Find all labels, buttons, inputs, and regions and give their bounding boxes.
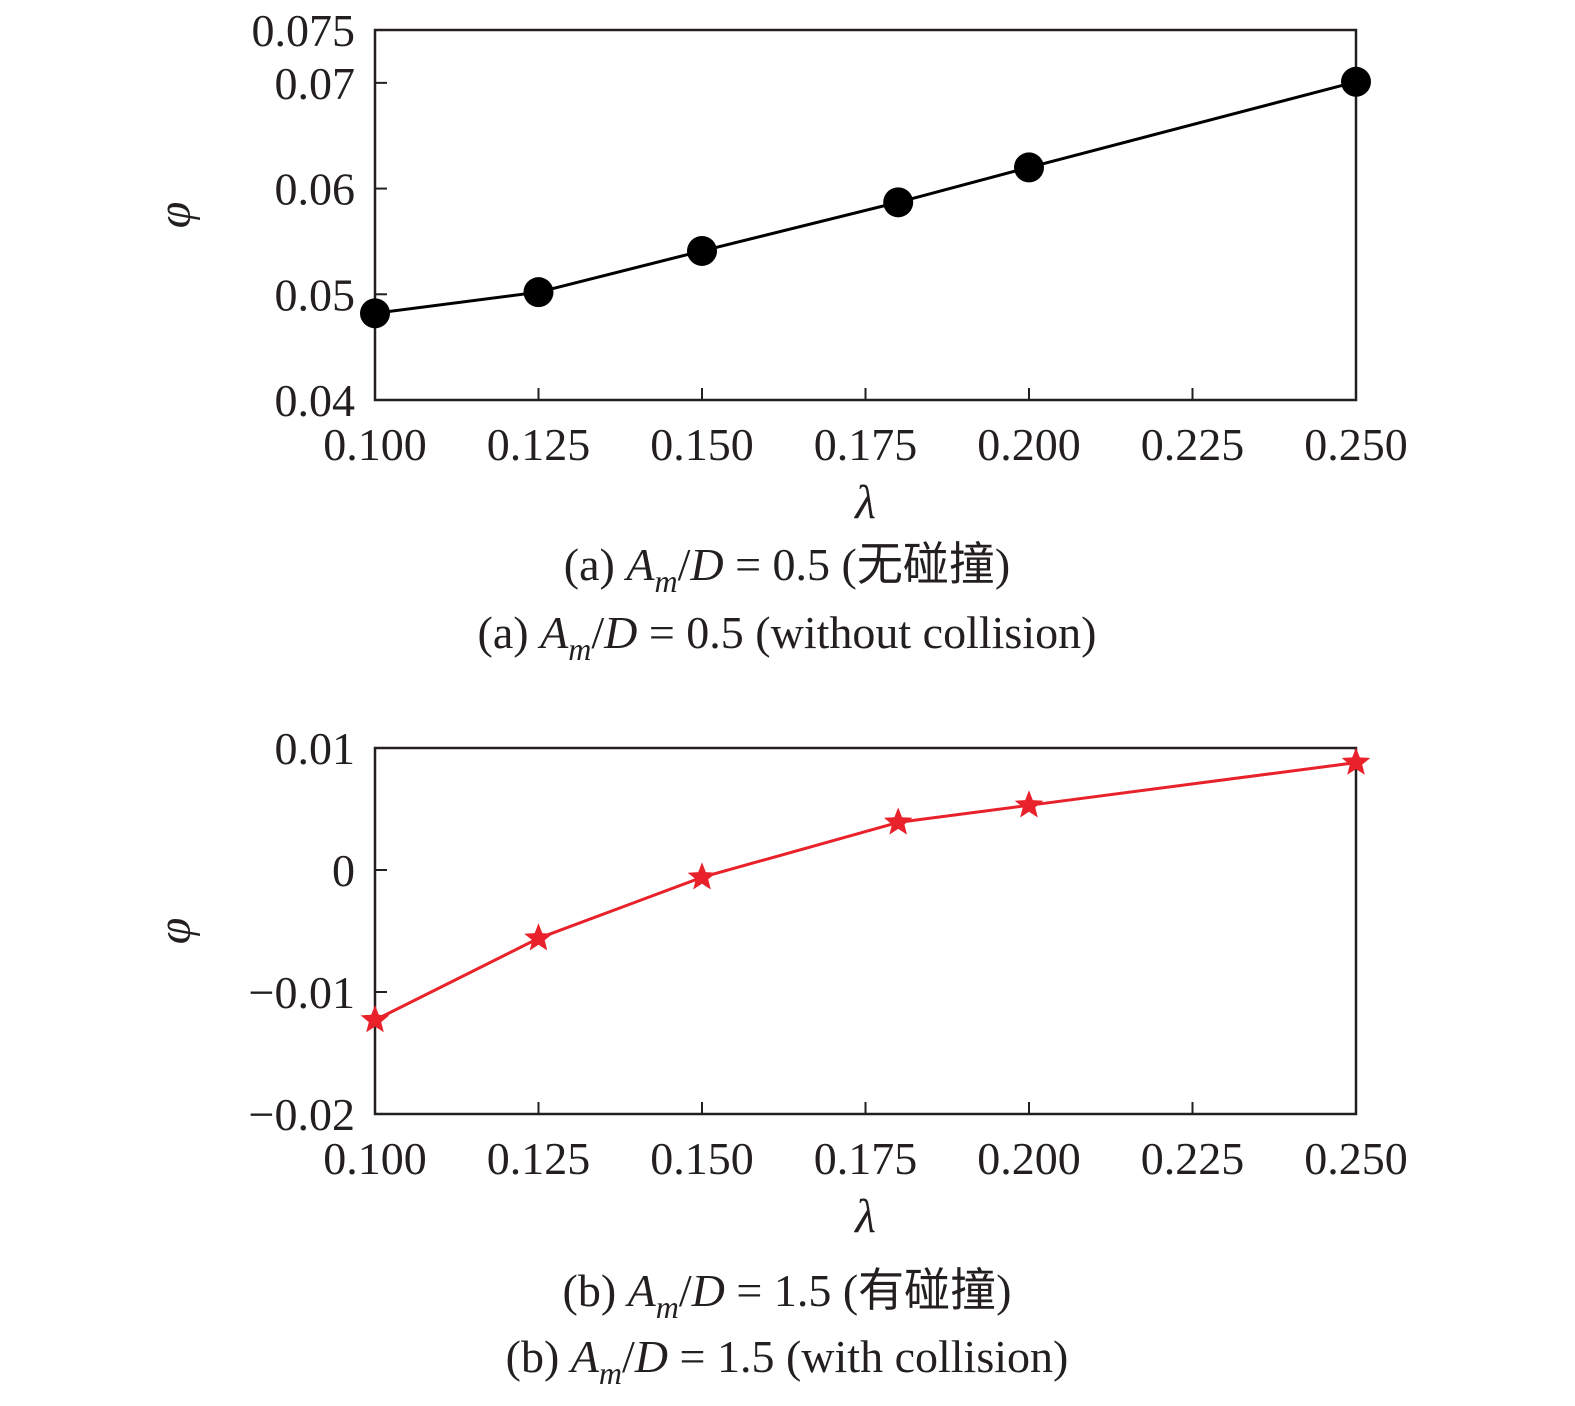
y-tick-label: 0.075 [252, 5, 356, 56]
caption-cn-d: D [689, 539, 723, 590]
caption-en-d: D [634, 1331, 668, 1382]
y-tick-label: −0.02 [249, 1089, 355, 1140]
y-tick-label: 0.01 [275, 723, 356, 774]
caption-cn-rest: / [678, 539, 691, 590]
x-tick-label: 0.200 [977, 419, 1081, 470]
caption-cn-prefix: (b) [563, 1265, 628, 1316]
caption-en-tail: = 0.5 (without collision) [637, 607, 1096, 658]
chart-b: 0.100 0.125 0.150 0.175 0.200 0.225 0.250 −0.02… [148, 723, 1408, 1391]
caption-cn-var: A [623, 539, 655, 590]
caption-cn: (a) Am/D = 0.5 (无碰撞) [564, 539, 1010, 599]
x-tick-label: 0.250 [1304, 1133, 1408, 1184]
caption-en-rest: / [622, 1331, 635, 1382]
caption-en-prefix: (b) [506, 1331, 571, 1382]
x-tick-label: 0.175 [814, 1133, 918, 1184]
series-line [374, 80, 1357, 315]
x-tick-label: 0.100 [323, 419, 427, 470]
caption-cn-tail: = 0.5 (无碰撞) [724, 539, 1011, 590]
data-point [1014, 790, 1044, 818]
caption-cn-sub: m [654, 563, 677, 599]
x-axis-label: λ [853, 476, 876, 529]
data-point [523, 277, 554, 308]
x-tick-label: 0.200 [977, 1133, 1081, 1184]
caption-en-tail: = 1.5 (with collision) [668, 1331, 1068, 1382]
y-tick-label: 0 [332, 845, 355, 896]
data-point [360, 298, 390, 329]
caption-en-var: A [537, 607, 569, 658]
data-point [687, 862, 717, 890]
y-tick-label: 0.05 [275, 269, 356, 320]
x-tick-label: 0.125 [487, 1133, 591, 1184]
caption-en: (a) Am/D = 0.5 (without collision) [478, 607, 1097, 667]
y-tick-label: 0.07 [275, 58, 356, 109]
x-tick-label: 0.175 [814, 419, 918, 470]
data-point [1341, 747, 1371, 775]
caption-cn-rest: / [679, 1265, 692, 1316]
caption-en-d: D [603, 607, 637, 658]
data-point [1014, 152, 1044, 183]
x-axis-label: λ [853, 1190, 876, 1243]
series-line [374, 761, 1357, 1022]
caption-cn-sub: m [656, 1289, 679, 1325]
data-point [687, 235, 717, 266]
caption-cn: (b) Am/D = 1.5 (有碰撞) [563, 1265, 1012, 1325]
caption-en-prefix: (a) [478, 607, 541, 658]
data-point [883, 807, 913, 835]
caption-en-sub: m [599, 1355, 622, 1391]
x-tick-label: 0.100 [323, 1133, 427, 1184]
caption-cn-tail: = 1.5 (有碰撞) [725, 1265, 1012, 1316]
chart-a: 0.100 0.125 0.150 0.175 0.200 0.225 0.250 0.04 0… [148, 5, 1408, 667]
caption-cn-var: A [625, 1265, 657, 1316]
x-tick-label: 0.125 [487, 419, 591, 470]
caption-cn-prefix: (a) [564, 539, 627, 590]
data-point [524, 923, 553, 951]
data-point [360, 1005, 390, 1033]
caption-en-sub: m [568, 631, 591, 667]
y-tick-label: 0.04 [275, 375, 356, 426]
data-point [883, 187, 914, 218]
x-tick-label: 0.225 [1141, 419, 1245, 470]
caption-en-var: A [568, 1331, 600, 1382]
caption-en-rest: / [591, 607, 604, 658]
plot-frame [373, 746, 1358, 1116]
y-axis-label: φ [148, 918, 201, 945]
data-point [1341, 66, 1371, 97]
x-tick-label: 0.150 [650, 419, 754, 470]
y-axis-label: φ [148, 202, 201, 229]
caption-cn-d: D [691, 1265, 725, 1316]
plot-frame [373, 28, 1358, 402]
x-tick-label: 0.150 [650, 1133, 754, 1184]
x-tick-label: 0.225 [1141, 1133, 1245, 1184]
y-tick-label: 0.06 [275, 164, 356, 215]
x-tick-label: 0.250 [1304, 419, 1408, 470]
caption-en: (b) Am/D = 1.5 (with collision) [506, 1331, 1069, 1391]
y-tick-label: −0.01 [249, 967, 355, 1018]
